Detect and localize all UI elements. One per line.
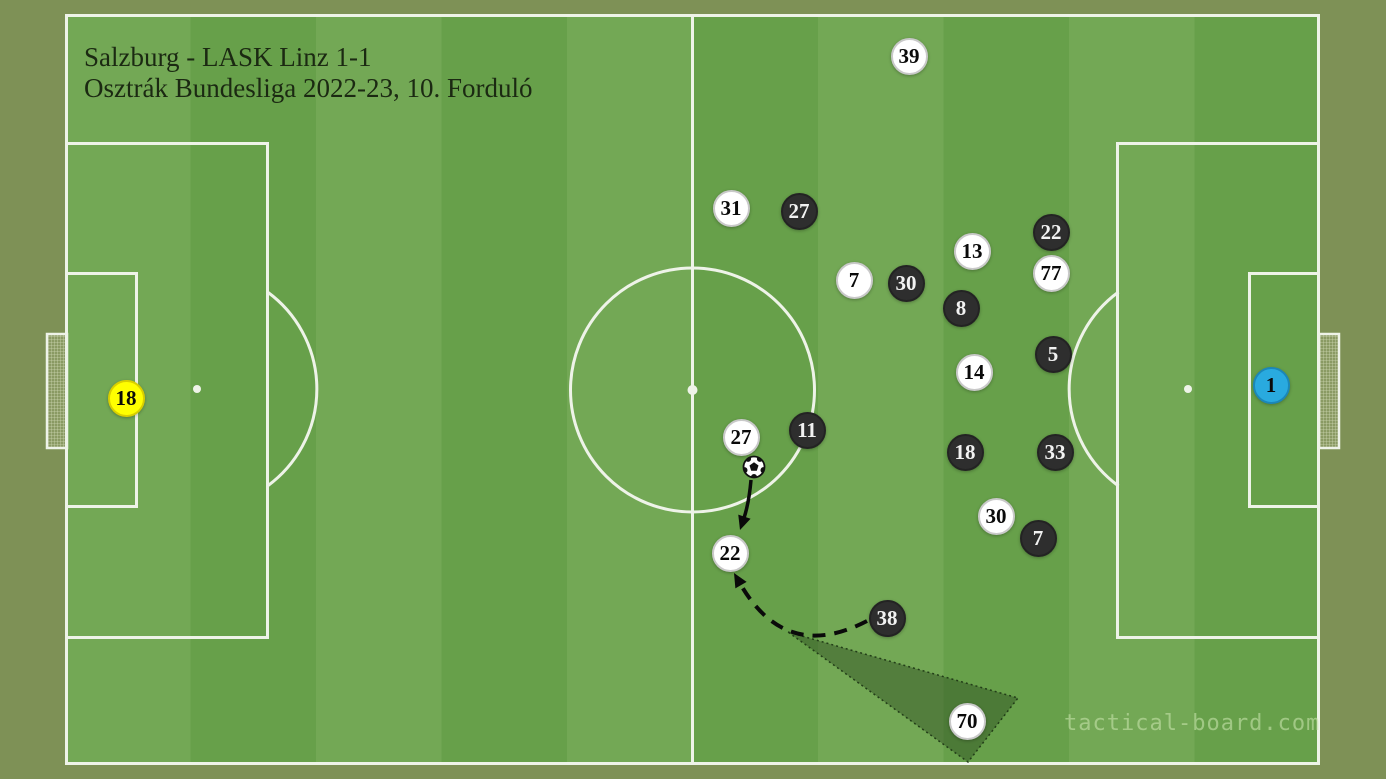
left-penalty-spot xyxy=(193,385,201,393)
player-number: 13 xyxy=(961,238,983,263)
player-marker-black-33[interactable]: 33 xyxy=(1036,433,1074,471)
player-number: 70 xyxy=(956,708,978,733)
player-number: 18 xyxy=(115,385,137,410)
player-marker-white-14[interactable]: 14 xyxy=(955,353,993,391)
player-number: 38 xyxy=(876,605,898,630)
watermark: tactical-board.com xyxy=(1064,711,1321,736)
player-marker-white-70[interactable]: 70 xyxy=(948,702,986,740)
player-marker-black-22[interactable]: 22 xyxy=(1032,213,1070,251)
player-marker-white-27[interactable]: 27 xyxy=(722,418,760,456)
player-number: 7 xyxy=(848,267,860,292)
player-number: 1 xyxy=(1265,372,1277,397)
player-marker-black-5[interactable]: 5 xyxy=(1034,335,1072,373)
player-number: 18 xyxy=(954,439,976,464)
player-marker-black-8[interactable]: 8 xyxy=(942,289,980,327)
player-number: 11 xyxy=(797,417,817,442)
player-number: 8 xyxy=(955,295,967,320)
player-marker-white-7[interactable]: 7 xyxy=(835,261,873,299)
player-number: 30 xyxy=(895,270,917,295)
player-marker-white-22[interactable]: 22 xyxy=(711,534,749,572)
player-number: 39 xyxy=(898,43,920,68)
pass-arrow[interactable] xyxy=(742,479,753,520)
player-marker-white-30[interactable]: 30 xyxy=(977,497,1015,535)
pass-arrow-head xyxy=(738,514,751,530)
title-line-2: Osztrák Bundesliga 2022-23, 10. Forduló xyxy=(84,73,533,103)
player-marker-white-13[interactable]: 13 xyxy=(953,232,991,270)
center-spot xyxy=(687,385,698,395)
match-title: Salzburg - LASK Linz 1-1 Osztrák Bundesl… xyxy=(84,42,532,104)
player-number: 22 xyxy=(719,540,741,565)
player-marker-black-27[interactable]: 27 xyxy=(780,192,818,230)
player-marker-black-38[interactable]: 38 xyxy=(868,599,906,637)
player-number: 5 xyxy=(1047,341,1059,366)
player-marker-black-7[interactable]: 7 xyxy=(1019,519,1057,557)
right-penalty-spot xyxy=(1184,385,1192,393)
player-marker-white-39[interactable]: 39 xyxy=(890,37,928,75)
player-number: 14 xyxy=(963,359,985,384)
player-number: 31 xyxy=(720,195,742,220)
player-marker-white-77[interactable]: 77 xyxy=(1032,254,1070,292)
run-arrow[interactable] xyxy=(738,583,868,638)
player-marker-white-31[interactable]: 31 xyxy=(712,189,750,227)
player-number: 7 xyxy=(1032,525,1044,550)
player-number: 27 xyxy=(788,198,810,223)
player-marker-gk-yellow-18[interactable]: 18 xyxy=(107,379,145,417)
player-number: 33 xyxy=(1044,439,1066,464)
grass-stripes xyxy=(65,14,1320,765)
player-number: 27 xyxy=(730,424,752,449)
player-marker-black-30[interactable]: 30 xyxy=(887,264,925,302)
player-marker-black-18[interactable]: 18 xyxy=(946,433,984,471)
player-marker-black-11[interactable]: 11 xyxy=(788,411,826,449)
title-line-1: Salzburg - LASK Linz 1-1 xyxy=(84,42,372,72)
player-number: 22 xyxy=(1040,219,1062,244)
run-arrow-head xyxy=(734,573,747,589)
player-marker-gk-cyan-1[interactable]: 1 xyxy=(1252,366,1290,404)
player-number: 77 xyxy=(1040,260,1062,285)
player-number: 30 xyxy=(985,503,1007,528)
soccer-ball[interactable] xyxy=(742,455,766,479)
